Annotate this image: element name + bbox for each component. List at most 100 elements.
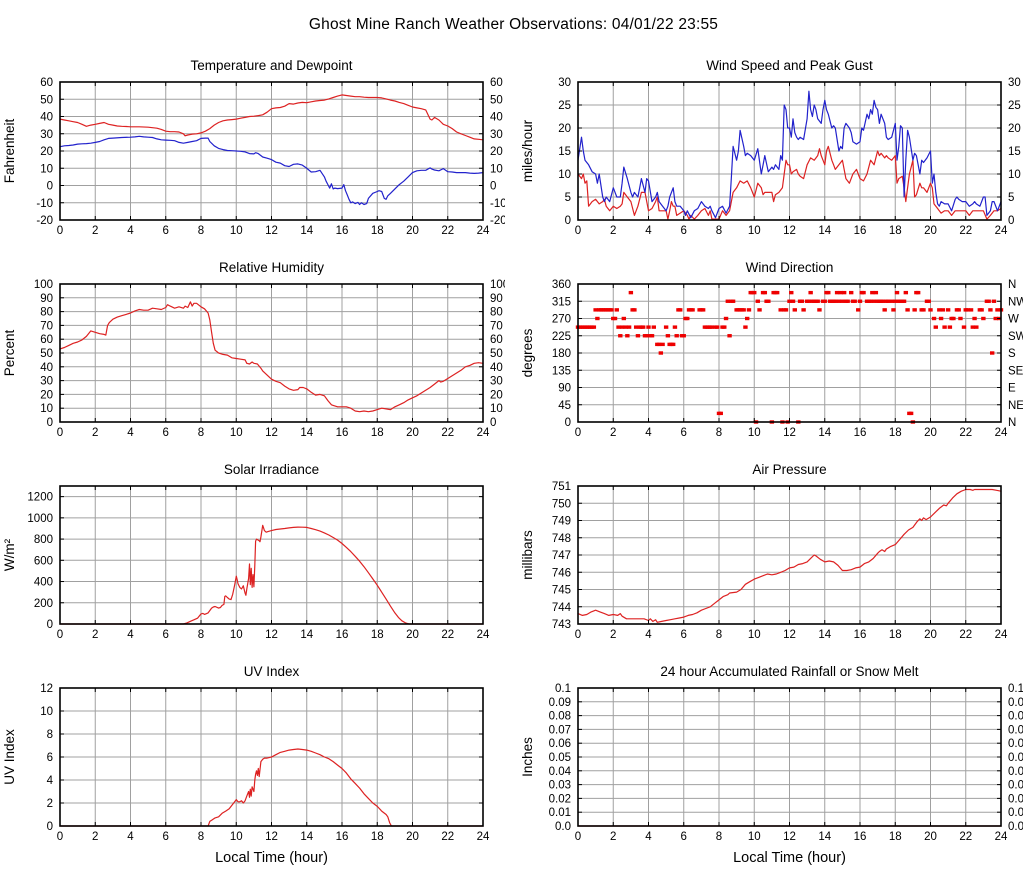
- y-tick-label: 745: [552, 585, 571, 597]
- x-axis-label: Local Time (hour): [733, 850, 846, 866]
- x-tick-label: 0: [575, 831, 581, 843]
- y-tick-label: 15: [558, 146, 571, 158]
- page-title: Ghost Mine Ranch Weather Observations: 0…: [308, 16, 719, 33]
- y-tick-label: 750: [552, 498, 571, 510]
- x-tick-label: 0: [57, 225, 63, 237]
- y-right-tick-label: 80: [490, 307, 503, 319]
- x-tick-label: 16: [336, 629, 349, 641]
- chart-title: 24 hour Accumulated Rainfall or Snow Mel…: [660, 664, 918, 679]
- y-right-tick-label: 30: [1008, 77, 1021, 89]
- y-right-tick-label: 0.07: [1008, 724, 1023, 736]
- x-tick-label: 14: [300, 629, 313, 641]
- series-peak-gust: [577, 90, 1002, 219]
- x-tick-label: 12: [783, 831, 796, 843]
- y-tick-label: 10: [40, 403, 53, 415]
- x-tick-label: 12: [265, 629, 278, 641]
- x-tick-label: 10: [748, 427, 761, 439]
- series-wind-speed: [577, 145, 1002, 220]
- axes: 0246810121416182022240.00.00.010.010.020…: [549, 683, 1023, 843]
- x-tick-label: 10: [748, 831, 761, 843]
- x-tick-label: 16: [336, 427, 349, 439]
- y-right-tick-label: N: [1008, 417, 1016, 429]
- x-tick-label: 8: [198, 427, 204, 439]
- x-tick-label: 24: [477, 831, 490, 843]
- y-tick-label: 600: [34, 555, 53, 567]
- y-tick-label: 135: [552, 365, 571, 377]
- chart-air-pressure: 0 2 4 6 8 10 12 14 16 18 20 22 247437447457467477487…: [520, 462, 1008, 641]
- x-tick-label: 2: [610, 427, 616, 439]
- y-tick-label: 0.0: [555, 821, 571, 833]
- y-tick-label: 0.05: [549, 752, 571, 764]
- x-tick-label: 2: [92, 427, 98, 439]
- y-axis-label: Fahrenheit: [2, 118, 17, 183]
- grid-lines: [59, 81, 484, 221]
- x-tick-label: 16: [854, 831, 867, 843]
- y-tick-label: 40: [40, 112, 53, 124]
- y-right-tick-label: S: [1008, 348, 1016, 360]
- x-tick-label: 16: [336, 831, 349, 843]
- y-right-tick-label: 10: [1008, 169, 1021, 181]
- y-tick-label: 90: [40, 293, 53, 305]
- y-tick-label: 60: [40, 77, 53, 89]
- chart-title: UV Index: [244, 664, 300, 679]
- y-tick-label: 315: [552, 296, 571, 308]
- x-tick-label: 12: [783, 225, 796, 237]
- y-tick-label: 20: [558, 123, 571, 135]
- y-right-tick-label: 30: [490, 376, 503, 388]
- panel-wind-speed-gust: 0 2 4 6 8 10 12 14 16 18 20 22 24 0 0 5 5 10 10 15 15 20 20 25 2…: [510, 50, 1027, 252]
- y-tick-label: 0: [565, 215, 571, 227]
- y-axis-label: Inches: [520, 737, 535, 777]
- y-right-tick-label: 70: [490, 320, 503, 332]
- y-tick-label: 0: [47, 181, 53, 193]
- x-tick-label: 14: [300, 831, 313, 843]
- y-right-tick-label: 0.06: [1008, 738, 1023, 750]
- x-tick-label: 14: [818, 225, 831, 237]
- x-tick-label: 22: [959, 629, 972, 641]
- page-header: Ghost Mine Ranch Weather Observations: 0…: [0, 0, 1027, 50]
- chart-title: Air Pressure: [752, 462, 826, 477]
- y-tick-label: 10: [40, 163, 53, 175]
- series-temperature: [59, 94, 484, 141]
- x-tick-label: 14: [300, 225, 313, 237]
- x-tick-label: 20: [406, 225, 419, 237]
- x-tick-label: 24: [477, 629, 490, 641]
- y-tick-label: 0.07: [549, 724, 571, 736]
- x-tick-label: 0: [57, 629, 63, 641]
- y-tick-label: 0: [47, 417, 53, 429]
- x-tick-label: 24: [477, 225, 490, 237]
- y-tick-label: 90: [558, 383, 571, 395]
- y-right-tick-label: 40: [490, 112, 503, 124]
- y-right-tick-label: 25: [1008, 100, 1021, 112]
- panel-air-pressure: 0 2 4 6 8 10 12 14 16 18 20 22 24 743 744 745 746 747 748 7…: [510, 454, 1027, 656]
- y-tick-label: 45: [558, 400, 571, 412]
- y-right-tick-label: 0.0: [1008, 821, 1023, 833]
- y-tick-label: 20: [40, 146, 53, 158]
- y-right-tick-label: 0: [1008, 215, 1014, 227]
- x-tick-label: 10: [748, 629, 761, 641]
- x-tick-label: 20: [406, 427, 419, 439]
- y-right-tick-label: SW: [1008, 331, 1023, 343]
- x-tick-label: 24: [995, 831, 1008, 843]
- x-tick-label: 8: [198, 629, 204, 641]
- y-tick-label: 6: [47, 752, 53, 764]
- x-tick-label: 18: [889, 427, 902, 439]
- x-tick-label: 10: [748, 225, 761, 237]
- y-tick-label: 0.06: [549, 738, 571, 750]
- y-tick-label: 40: [40, 362, 53, 374]
- grid-lines: [577, 283, 1002, 423]
- x-tick-label: 20: [924, 427, 937, 439]
- y-right-tick-label: 60: [490, 334, 503, 346]
- chart-title: Wind Speed and Peak Gust: [706, 58, 873, 73]
- x-tick-label: 18: [371, 629, 384, 641]
- x-tick-label: 8: [716, 427, 722, 439]
- chart-solar-irradiance: 0 2 4 6 8 10 12 14 16 18 20 22 240200400600800100012…: [2, 462, 490, 641]
- y-tick-label: 5: [565, 192, 571, 204]
- series-uv-index: [59, 748, 484, 827]
- x-tick-label: 4: [127, 225, 134, 237]
- y-tick-label: 30: [558, 77, 571, 89]
- x-axis-label: Local Time (hour): [215, 850, 328, 866]
- y-axis-label: degrees: [520, 328, 535, 377]
